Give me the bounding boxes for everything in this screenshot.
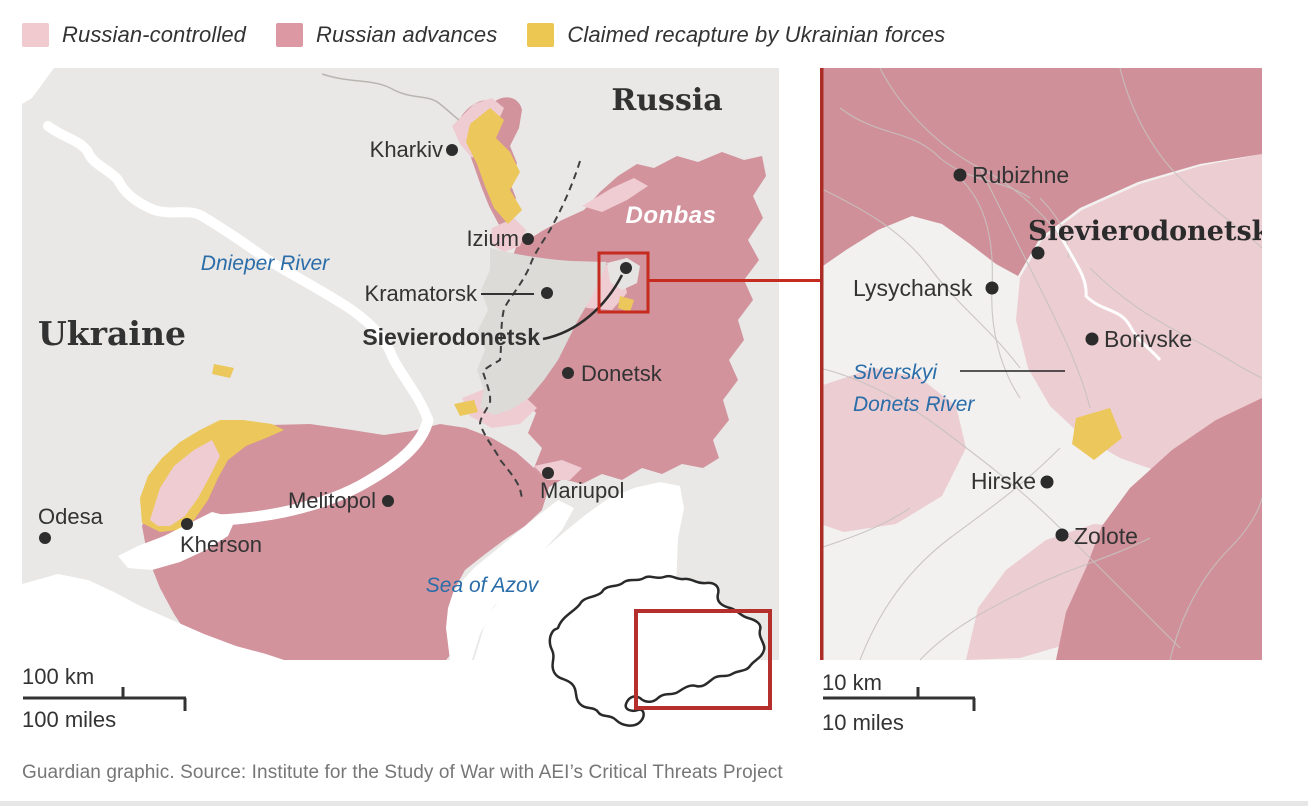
legend-label: Russian advances <box>316 22 498 47</box>
ukraine-inset <box>548 574 772 727</box>
ukraine-label: Ukraine <box>38 314 186 353</box>
russia-label: Russia <box>611 83 722 118</box>
city-dot-sievierodonetsk <box>620 262 632 274</box>
russian-controlled-swatch <box>22 23 49 47</box>
siverskyi-donets-label-line1: Siverskyi <box>853 361 938 384</box>
city-dots <box>39 144 632 544</box>
legend-label: Claimed recapture by Ukrainian forces <box>567 22 946 47</box>
scale-km-label: 100 km <box>22 664 94 689</box>
bottom-divider <box>0 801 1308 806</box>
detail-scale-bar: 10 km 10 miles <box>822 670 976 735</box>
detail-claimed-recapture-area <box>1072 408 1122 460</box>
map-corner-sea <box>22 68 54 104</box>
russian-controlled-kherson-pocket <box>150 440 220 526</box>
scale-miles-label: 100 miles <box>22 707 116 732</box>
borivske-label: Borivske <box>1104 326 1192 352</box>
line-of-contact-dashed <box>478 160 581 499</box>
sievierodonetsk-label: Sievierodonetsk <box>362 324 540 350</box>
city-dot-sievierodonetsk-detail <box>1031 246 1045 260</box>
detail-map-red-border <box>820 68 824 660</box>
kherson-label: Kherson <box>180 532 262 557</box>
odesa-label: Odesa <box>38 504 104 529</box>
city-dot-donetsk <box>562 367 574 379</box>
detail-city-dots <box>953 168 1099 542</box>
dnieper-river-label: Dnieper River <box>201 252 330 275</box>
legend-item-claimed-recapture: Claimed recapture by Ukrainian forces <box>527 22 945 48</box>
city-dot-hirske <box>1040 475 1054 489</box>
city-dot-kherson <box>181 518 193 530</box>
sea-of-azov-label: Sea of Azov <box>426 574 540 597</box>
credit-line: Guardian graphic. Source: Institute for … <box>22 762 783 783</box>
rubizhne-label: Rubizhne <box>972 162 1069 188</box>
city-dot-melitopol <box>382 495 394 507</box>
city-dot-izium <box>522 233 534 245</box>
map-connector-line <box>647 279 823 282</box>
legend: Russian-controlled Russian advances Clai… <box>22 22 975 48</box>
city-dot-zolote <box>1055 528 1069 542</box>
city-dot-odesa <box>39 532 51 544</box>
russian-advances-swatch <box>276 23 303 47</box>
izium-label: Izium <box>466 226 519 251</box>
sievierodonetsk-callout-curve <box>542 274 624 341</box>
lysychansk-label: Lysychansk <box>853 275 973 301</box>
sievierodonetsk-detail-label: Sievierodonetsk <box>1028 216 1262 247</box>
city-dot-lysychansk <box>985 281 999 295</box>
kramatorsk-label: Kramatorsk <box>365 281 478 306</box>
legend-item-russian-controlled: Russian-controlled <box>22 22 246 48</box>
inset-highlight-box <box>634 609 772 710</box>
mariupol-label: Mariupol <box>540 478 624 503</box>
zolote-label: Zolote <box>1074 523 1138 549</box>
kharkiv-label: Kharkiv <box>370 137 443 162</box>
claimed-recapture-swatch <box>527 23 555 47</box>
city-dot-kramatorsk <box>541 287 553 299</box>
detail-area-box <box>597 251 650 314</box>
river-thread <box>1054 225 1162 361</box>
legend-item-russian-advances: Russian advances <box>276 22 497 48</box>
road-network <box>820 68 1262 661</box>
city-pocket <box>607 258 640 290</box>
overview-scale-bar: 100 km 100 miles <box>22 664 187 732</box>
city-dot-rubizhne <box>953 168 967 182</box>
melitopol-label: Melitopol <box>288 488 376 513</box>
detail-map: Rubizhne Sievierodonetsk Lysychansk Bori… <box>820 68 1262 735</box>
hirske-label: Hirske <box>971 468 1036 494</box>
contested-pocket <box>477 248 607 415</box>
city-dot-mariupol <box>542 467 554 479</box>
detail-scale-km-label: 10 km <box>822 670 882 695</box>
siverskyi-donets-label-line2: Donets River <box>853 393 975 416</box>
legend-label: Russian-controlled <box>62 22 246 47</box>
country-border-line <box>321 73 460 121</box>
detail-scale-miles-label: 10 miles <box>822 710 904 735</box>
detail-russian-advances-areas <box>820 68 1262 660</box>
city-dot-borivske <box>1085 332 1099 346</box>
donbas-label: Donbas <box>625 202 716 229</box>
overview-map: Russia Ukraine Donbas Dnieper River Sea … <box>22 68 779 732</box>
ukraine-outline <box>548 574 766 727</box>
city-dot-kharkiv <box>446 144 458 156</box>
donetsk-label: Donetsk <box>581 361 663 386</box>
